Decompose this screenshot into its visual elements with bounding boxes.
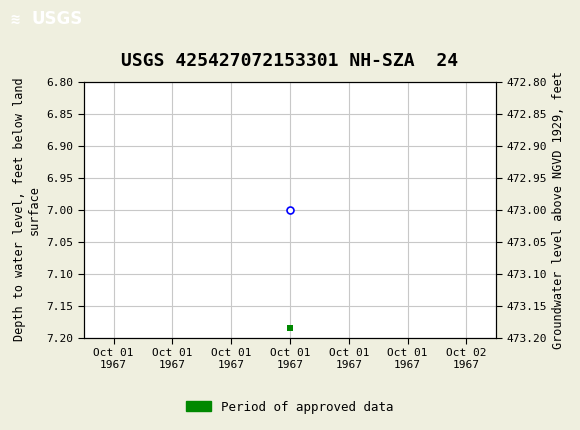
Text: USGS 425427072153301 NH-SZA  24: USGS 425427072153301 NH-SZA 24 — [121, 52, 459, 70]
Y-axis label: Groundwater level above NGVD 1929, feet: Groundwater level above NGVD 1929, feet — [552, 71, 566, 349]
Text: USGS: USGS — [32, 10, 83, 28]
Text: ≋: ≋ — [10, 12, 20, 27]
Y-axis label: Depth to water level, feet below land
surface: Depth to water level, feet below land su… — [13, 78, 41, 341]
Legend: Period of approved data: Period of approved data — [181, 396, 399, 418]
